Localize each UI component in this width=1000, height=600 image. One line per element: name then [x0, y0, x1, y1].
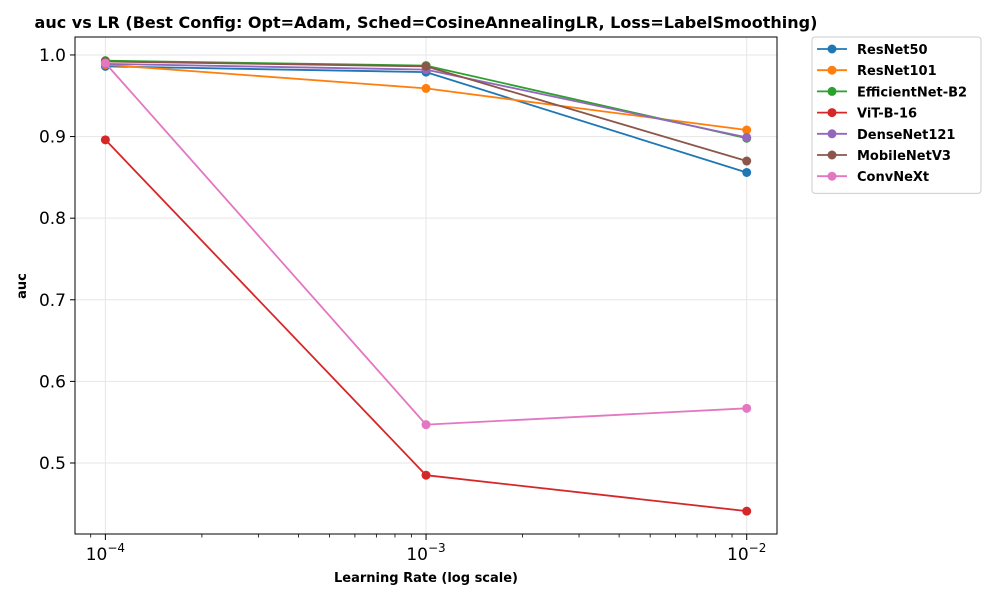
- legend-swatch-marker: [827, 129, 837, 139]
- axis-ticks: 0.5 0.6 0.7 0.8 0.9 1.0 10−4 10−3 10−2: [39, 46, 766, 565]
- legend-item: ResNet50: [817, 43, 928, 58]
- series-vit-b-16: [100, 135, 752, 516]
- legend-swatch-marker: [827, 171, 837, 181]
- legend-label: MobileNetV3: [857, 149, 951, 164]
- x-tick-label: 10−2: [727, 541, 766, 565]
- series-convnext: [100, 58, 752, 430]
- data-point: [100, 58, 110, 68]
- data-point: [421, 420, 431, 430]
- x-tick-label: 10−3: [406, 541, 445, 565]
- series-lines: [100, 56, 752, 516]
- legend-item: DenseNet121: [817, 128, 955, 143]
- data-point: [421, 470, 431, 480]
- data-point: [742, 132, 752, 142]
- data-point: [421, 83, 431, 93]
- legend-swatch-marker: [827, 65, 837, 75]
- legend-label: DenseNet121: [857, 128, 955, 143]
- legend-item: ResNet101: [817, 64, 937, 79]
- legend-swatch-marker: [827, 108, 837, 118]
- legend-swatch-marker: [827, 86, 837, 96]
- data-point: [421, 61, 431, 71]
- legend-label: EfficientNet-B2: [857, 85, 967, 100]
- grid: [75, 37, 777, 534]
- x-tick-label: 10−4: [86, 541, 125, 565]
- y-tick-label: 0.9: [39, 128, 66, 148]
- legend: ResNet50 ResNet101 EfficientNet-B2 ViT-B-16…: [811, 36, 982, 194]
- legend-item: EfficientNet-B2: [817, 85, 967, 100]
- legend-label: ConvNeXt: [857, 170, 929, 185]
- data-point: [742, 167, 752, 177]
- y-tick-label: 1.0: [39, 46, 66, 66]
- y-tick-label: 0.5: [39, 454, 66, 474]
- chart-title: auc vs LR (Best Config: Opt=Adam, Sched=…: [35, 13, 818, 32]
- legend-swatch-marker: [827, 44, 837, 54]
- x-axis-label: Learning Rate (log scale): [334, 571, 518, 586]
- legend-item: ConvNeXt: [817, 170, 929, 185]
- y-tick-label: 0.8: [39, 209, 66, 229]
- y-tick-label: 0.6: [39, 372, 66, 392]
- legend-box: [811, 36, 982, 194]
- legend-swatch-marker: [827, 150, 837, 160]
- data-point: [742, 125, 752, 135]
- data-point: [742, 156, 752, 166]
- data-point: [742, 506, 752, 516]
- legend-label: ResNet50: [857, 43, 928, 58]
- data-point: [100, 135, 110, 145]
- legend-label: ViT-B-16: [857, 107, 917, 122]
- data-point: [742, 403, 752, 413]
- y-axis-label: auc: [15, 273, 30, 299]
- legend-label: ResNet101: [857, 64, 937, 79]
- y-tick-label: 0.7: [39, 291, 66, 311]
- legend-item: MobileNetV3: [817, 149, 951, 164]
- legend-item: ViT-B-16: [817, 107, 917, 122]
